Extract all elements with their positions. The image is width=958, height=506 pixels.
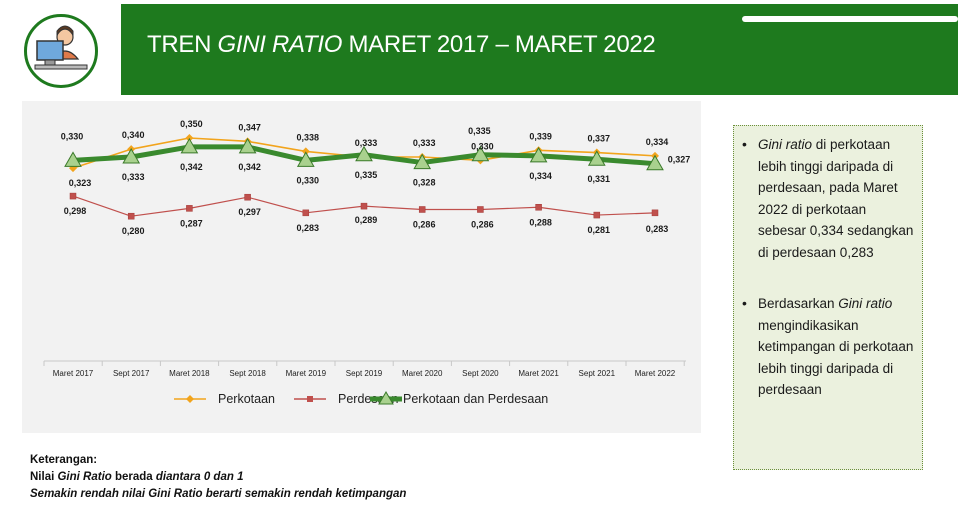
perdesaan-point <box>360 202 368 210</box>
gabungan-data-label: 0,333 <box>122 172 145 182</box>
header-accent-line <box>742 16 958 22</box>
x-tick-label: Sept 2018 <box>229 369 266 378</box>
perkotaan-data-label: 0,338 <box>297 132 320 142</box>
perdesaan-data-label: 0,297 <box>238 207 261 217</box>
gabungan-point <box>355 145 373 162</box>
perdesaan-point <box>127 212 135 220</box>
gabungan-point <box>587 150 606 166</box>
perkotaan-data-label: 0,340 <box>122 130 145 140</box>
perdesaan-point <box>186 205 193 212</box>
perdesaan-data-label: 0,283 <box>646 224 669 234</box>
chart-panel: Maret 2017 Sept 2017 Maret 2018 Sept 2018 Ma… <box>22 101 701 433</box>
perdesaan-point <box>418 206 426 213</box>
legend-marker <box>307 396 313 402</box>
perdesaan-data-label: 0,283 <box>297 223 320 233</box>
perkotaan-point <box>69 164 77 173</box>
gabungan-point <box>413 153 432 170</box>
perdesaan-data-label: 0,298 <box>64 206 87 216</box>
perdesaan-data-label: 0,287 <box>180 218 203 228</box>
keterangan: Keterangan: Nilai Gini Ratio berada dian… <box>30 452 406 503</box>
gabungan-data-label: 0,335 <box>468 126 491 136</box>
x-tick-label: Sept 2020 <box>462 369 499 378</box>
perdesaan-data-label: 0,286 <box>471 219 494 229</box>
perkotaan-data-label: 0,333 <box>413 138 436 148</box>
page-title: TREN GINI RATIO MARET 2017 – MARET 2022 <box>147 31 656 58</box>
gabungan-point <box>646 154 664 171</box>
perkotaan-data-label: 0,337 <box>588 134 611 144</box>
perdesaan-point <box>535 204 542 211</box>
perkotaan-data-label: 0,333 <box>355 138 378 148</box>
x-tick-label: Maret 2022 <box>635 369 676 378</box>
perdesaan-data-label: 0,280 <box>122 226 145 236</box>
gabungan-point <box>122 147 141 164</box>
perdesaan-point <box>477 206 484 213</box>
x-tick-label: Maret 2019 <box>286 369 327 378</box>
gabungan-data-label: 0,334 <box>529 171 552 181</box>
legend-marker <box>378 391 394 405</box>
person-at-computer-icon <box>34 25 88 70</box>
x-tick-label: Maret 2018 <box>169 369 210 378</box>
perdesaan-data-label: 0,281 <box>588 225 611 235</box>
gabungan-data-label: 0,330 <box>61 131 84 141</box>
notes-box: Gini ratio di perkotaan lebih tinggi dar… <box>733 125 923 470</box>
gabungan-data-label: 0,328 <box>413 178 436 188</box>
chart-svg: Maret 2017 Sept 2017 Maret 2018 Sept 2018 Ma… <box>43 119 691 406</box>
gabungan-point <box>529 146 548 163</box>
gabungan-point <box>296 151 315 167</box>
gabungan-point <box>64 151 82 167</box>
keterangan-line-2: Semakin rendah nilai Gini Ratio berarti … <box>30 488 407 500</box>
perdesaan-point <box>651 209 659 217</box>
legend-label: Perkotaan dan Perdesaan <box>403 392 548 406</box>
perkotaan-data-label: 0,323 <box>69 178 92 188</box>
x-tick-label: Maret 2017 <box>53 369 94 378</box>
gabungan-data-label: 0,342 <box>238 162 261 172</box>
gabungan-data-label: 0,327 <box>668 155 691 165</box>
perkotaan-data-label: 0,347 <box>238 122 261 132</box>
perkotaan-data-label: 0,350 <box>180 119 203 129</box>
x-tick-label: Maret 2021 <box>518 369 559 378</box>
gabungan-data-label: 0,335 <box>355 170 378 180</box>
gabungan-point <box>471 145 490 162</box>
note-item-2: Berdasarkan Gini ratio mengindikasikan k… <box>742 293 914 401</box>
gabungan-data-label: 0,330 <box>297 175 320 185</box>
perdesaan-point <box>244 193 251 201</box>
perdesaan-point <box>302 209 310 217</box>
perdesaan-data-label: 0,289 <box>355 215 378 225</box>
x-tick-label: Sept 2021 <box>579 369 616 378</box>
perkotaan-data-label: 0,334 <box>646 137 669 147</box>
keterangan-line-1: Nilai Gini Ratio berada diantara 0 dan 1 <box>30 471 244 483</box>
perkotaan-data-label: 0,339 <box>529 131 552 141</box>
note-item-1: Gini ratio di perkotaan lebih tinggi dar… <box>742 134 914 263</box>
perdesaan-data-label: 0,288 <box>529 217 552 227</box>
gabungan-data-label: 0,331 <box>588 174 611 184</box>
x-tick-label: Maret 2020 <box>402 369 443 378</box>
logo <box>24 14 98 88</box>
perdesaan-point <box>593 211 601 219</box>
x-tick-label: Sept 2017 <box>113 369 150 378</box>
x-tick-label: Sept 2019 <box>346 369 383 378</box>
gabungan-data-label: 0,342 <box>180 162 203 172</box>
gabungan-point <box>238 137 257 154</box>
legend-label: Perkotaan <box>218 392 275 406</box>
perkotaan-data-label: 0,330 <box>471 141 494 151</box>
gabungan-point <box>180 137 199 154</box>
keterangan-heading: Keterangan: <box>30 454 98 466</box>
perdesaan-point <box>69 192 77 200</box>
legend-marker <box>186 395 194 403</box>
perdesaan-data-label: 0,286 <box>413 219 436 229</box>
